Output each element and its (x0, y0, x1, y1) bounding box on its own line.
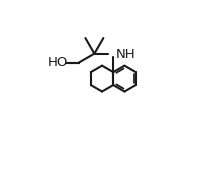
Text: NH: NH (115, 48, 135, 61)
Text: HO: HO (48, 56, 68, 69)
